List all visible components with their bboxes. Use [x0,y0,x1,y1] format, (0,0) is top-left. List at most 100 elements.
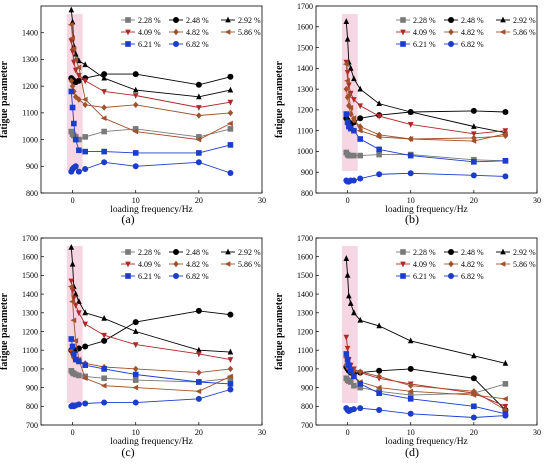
y-tick-label: 800 [26,402,38,411]
data-point [344,78,350,84]
chart-panel-2: 0 10 20 30 800 900 1000 1100 1200 1300 1400 1500 160… [274,2,541,215]
legend-marker [225,16,231,23]
data-point [407,410,414,417]
data-point [101,128,107,135]
data-point [376,322,382,329]
data-point [82,343,89,350]
data-point [82,400,89,407]
legend-marker [224,261,231,267]
highlight-band [66,246,83,403]
data-point [75,401,82,408]
data-point [76,298,82,304]
legend-entry: 6.21 % [138,40,161,49]
legend: 2.28 % 2.48 % 2.92 % 4.09 % 4.82 % 5.86 % 6.21… [121,248,261,281]
data-point [75,64,82,71]
y-tick-label: 1000 [297,365,313,374]
y-tick-label: 1600 [297,23,313,32]
data-point [101,74,107,81]
y-tick-label: 1300 [297,85,313,94]
data-point [502,403,509,410]
data-point [376,100,382,107]
data-point [196,369,202,376]
data-point [72,302,79,309]
series-292 [68,6,234,100]
data-point [344,119,351,126]
data-point [350,406,357,413]
data-point [347,125,354,132]
data-point [407,108,414,115]
legend-entry: 5.86 % [513,28,536,37]
data-point [343,351,350,357]
y-tick-label: 1600 [22,253,38,262]
data-point [68,6,75,13]
y-axis-label: fatigue parameter [0,60,10,137]
data-point [407,388,414,395]
data-point [357,115,364,122]
data-point [68,243,75,250]
data-point [346,292,352,299]
data-point [76,136,82,143]
y-axis-label: fatigue parameter [274,292,285,369]
data-point [132,86,139,93]
legend-marker [500,16,506,23]
data-point [471,131,477,138]
data-point [195,159,202,166]
data-point [101,159,108,166]
x-tick-label: 20 [195,428,203,437]
y-tick-label: 700 [26,421,38,430]
data-point [407,392,414,398]
y-tick-label: 800 [26,189,38,198]
data-point [195,388,202,395]
legend-marker [400,17,406,23]
chart-panel-3: 0 10 20 30 700 800 900 1000 1100 1200 1300 1400 1500… [0,234,266,447]
legend: 2.28 % 2.48 % 2.92 % 4.09 % 4.82 % 5.86 % 6.21… [396,16,536,49]
legend-marker [225,248,231,255]
data-point [132,93,139,99]
data-point [357,175,364,182]
data-point [132,126,139,132]
data-point [227,365,234,373]
data-point [357,384,363,391]
panel-label: (b) [405,212,419,226]
data-point [347,300,354,306]
y-tick-label: 1200 [297,327,313,336]
data-point [347,367,354,374]
series-line [71,389,231,407]
data-point [72,50,79,57]
data-point [195,81,202,88]
legend-marker [448,273,454,279]
x-axis-label: loading frequency/Hz [110,204,193,215]
data-point [470,107,477,114]
series-line [346,172,506,183]
legend-marker [448,28,454,36]
legend-entry: 6.82 % [186,272,209,281]
legend-entry: 4.82 % [186,260,209,269]
x-tick-label: 30 [533,196,541,205]
series-line [70,9,231,98]
data-point [470,414,477,421]
data-point [132,328,139,334]
series-line [70,128,231,141]
data-point [72,371,79,378]
data-point [227,357,234,363]
data-point [196,105,202,111]
series-line [70,24,231,141]
series-line [345,21,506,134]
data-point [82,101,88,109]
data-point [470,375,477,382]
data-point [132,384,139,391]
data-point [196,346,202,353]
data-point [407,382,414,389]
data-point [76,96,82,103]
data-point [75,168,82,175]
legend-entry: 2.92 % [238,16,261,25]
series-line [345,258,506,364]
data-point [101,399,108,406]
y-tick-label: 1300 [22,309,38,318]
legend-marker [400,249,406,255]
data-point [227,73,234,80]
legend-entry: 4.09 % [138,28,161,37]
series-line [70,338,231,385]
series-248 [343,107,509,128]
data-point [101,315,107,321]
